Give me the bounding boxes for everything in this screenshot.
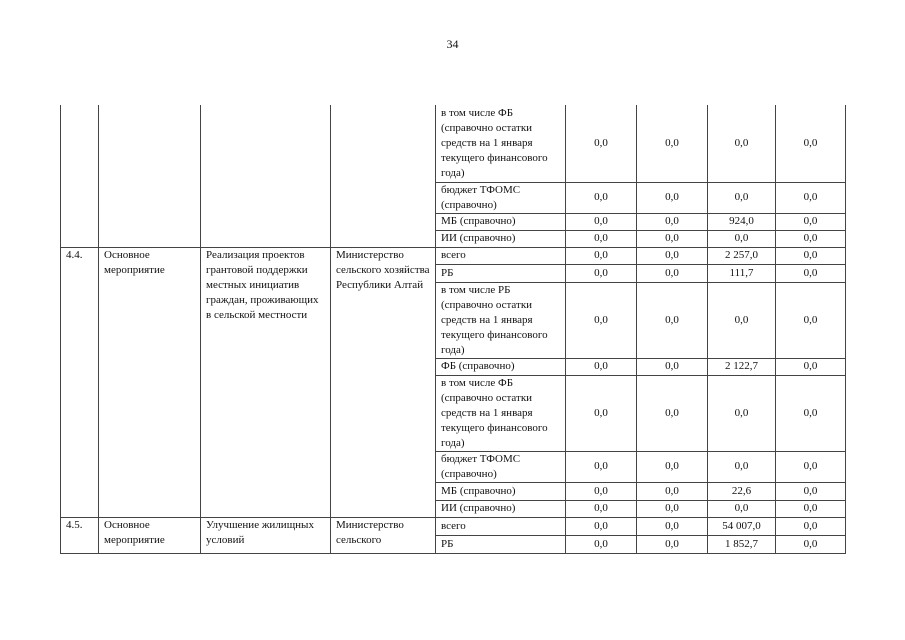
amount-cell: 0,0 xyxy=(565,213,637,231)
amount-cell: 0,0 xyxy=(775,281,846,359)
funding-source: бюджет ТФОМС (справочно) xyxy=(435,182,566,214)
table-row: 4.5. Основное мероприятие Улучшение жилищн… xyxy=(60,516,846,554)
amount-cell: 0,0 xyxy=(636,230,708,248)
item-executor xyxy=(330,105,436,248)
amount-cell: 0,0 xyxy=(636,213,708,231)
amount-cell: 0,0 xyxy=(636,357,708,376)
amount-cell: 0,0 xyxy=(707,374,776,452)
item-executor: Министерство сельского xyxy=(330,516,436,554)
page-number: 34 xyxy=(446,37,459,51)
item-number: 4.5. xyxy=(60,516,99,554)
amount-cell: 0,0 xyxy=(636,246,708,265)
amount-cell: 0,0 xyxy=(707,105,776,183)
funding-source: в том числе ФБ (справочно остатки средст… xyxy=(435,105,566,183)
amount-cell: 0,0 xyxy=(636,182,708,214)
table-row: РБ 0,0 0,0 1 852,7 0,0 xyxy=(61,534,846,554)
amount-cell: 2 122,7 xyxy=(707,357,776,376)
funding-source: РБ xyxy=(435,263,566,283)
amount-cell: 0,0 xyxy=(775,213,846,231)
amount-cell: 0,0 xyxy=(565,263,637,283)
amount-cell: 0,0 xyxy=(565,230,637,248)
amount-cell: 0,0 xyxy=(565,281,637,359)
amount-cell: 0,0 xyxy=(565,182,637,214)
amount-cell: 0,0 xyxy=(775,263,846,283)
amount-cell: 0,0 xyxy=(775,516,846,536)
budget-table: в том числе ФБ (справочно остатки средст… xyxy=(60,105,846,554)
amount-cell: 0,0 xyxy=(775,481,846,501)
amount-cell: 111,7 xyxy=(707,263,776,283)
amount-cell: 0,0 xyxy=(636,281,708,359)
amount-cell: 0,0 xyxy=(775,230,846,248)
item-name xyxy=(200,105,331,248)
table-row: бюджет ТФОМС (справочно) 0,0 0,0 0,0 0,0 xyxy=(61,182,846,214)
amount-cell: 0,0 xyxy=(636,374,708,452)
funding-source: в том числе РБ (справочно остатки средст… xyxy=(435,281,566,359)
amount-cell: 0,0 xyxy=(775,450,846,483)
table-row: 4.4. Основное мероприятие Реализация проек… xyxy=(60,246,846,518)
table-row: в том числе РБ (справочно остатки средст… xyxy=(61,281,846,359)
amount-cell: 0,0 xyxy=(565,357,637,376)
item-number xyxy=(60,105,99,248)
amount-cell: 924,0 xyxy=(707,213,776,231)
amount-cell: 0,0 xyxy=(565,374,637,452)
amount-cell: 0,0 xyxy=(636,450,708,483)
funding-source: ФБ (справочно) xyxy=(435,357,566,376)
table-row: в том числе ФБ (справочно остатки средст… xyxy=(61,374,846,452)
amount-cell: 0,0 xyxy=(636,516,708,536)
table-row: в том числе ФБ (справочно остатки средст… xyxy=(60,105,846,248)
funding-source: РБ xyxy=(435,534,566,554)
amount-cell: 0,0 xyxy=(636,481,708,501)
amount-cell: 0,0 xyxy=(775,105,846,183)
amount-cell: 0,0 xyxy=(707,182,776,214)
amount-cell: 0,0 xyxy=(565,450,637,483)
amount-cell: 0,0 xyxy=(636,499,708,518)
amount-cell: 0,0 xyxy=(565,246,637,265)
funding-source: ИИ (справочно) xyxy=(435,499,566,518)
amount-cell: 22,6 xyxy=(707,481,776,501)
funding-source: ИИ (справочно) xyxy=(435,230,566,248)
amount-cell: 2 257,0 xyxy=(707,246,776,265)
amount-cell: 0,0 xyxy=(636,263,708,283)
table-row: ИИ (справочно) 0,0 0,0 0,0 0,0 xyxy=(61,230,846,248)
amount-cell: 0,0 xyxy=(775,246,846,265)
amount-cell: 0,0 xyxy=(775,499,846,518)
funding-source: всего xyxy=(435,516,566,536)
amount-cell: 0,0 xyxy=(775,534,846,554)
amount-cell: 0,0 xyxy=(775,357,846,376)
funding-source: бюджет ТФОМС (справочно) xyxy=(435,450,566,483)
item-type: Основное мероприятие xyxy=(98,516,201,554)
table-row: МБ (справочно) 0,0 0,0 924,0 0,0 xyxy=(61,213,846,231)
funding-source: в том числе ФБ (справочно остатки средст… xyxy=(435,374,566,452)
amount-cell: 0,0 xyxy=(565,499,637,518)
amount-cell: 54 007,0 xyxy=(707,516,776,536)
item-number: 4.4. xyxy=(60,246,99,518)
amount-cell: 0,0 xyxy=(707,230,776,248)
item-name: Улучшение жилищных условий xyxy=(200,516,331,554)
amount-cell: 1 852,7 xyxy=(707,534,776,554)
funding-source: МБ (справочно) xyxy=(435,481,566,501)
amount-cell: 0,0 xyxy=(775,374,846,452)
funding-source: МБ (справочно) xyxy=(435,213,566,231)
amount-cell: 0,0 xyxy=(775,182,846,214)
funding-source: всего xyxy=(435,246,566,265)
item-type xyxy=(98,105,201,248)
amount-cell: 0,0 xyxy=(565,481,637,501)
amount-cell: 0,0 xyxy=(707,450,776,483)
amount-cell: 0,0 xyxy=(707,499,776,518)
amount-cell: 0,0 xyxy=(565,105,637,183)
item-executor: Министерство сельского хозяйства Республ… xyxy=(330,246,436,518)
item-name: Реализация проектов грантовой поддержки … xyxy=(200,246,331,518)
table-row: бюджет ТФОМС (справочно) 0,0 0,0 0,0 0,0 xyxy=(61,450,846,483)
amount-cell: 0,0 xyxy=(636,534,708,554)
amount-cell: 0,0 xyxy=(636,105,708,183)
amount-cell: 0,0 xyxy=(707,281,776,359)
item-type: Основное мероприятие xyxy=(98,246,201,518)
amount-cell: 0,0 xyxy=(565,534,637,554)
amount-cell: 0,0 xyxy=(565,516,637,536)
